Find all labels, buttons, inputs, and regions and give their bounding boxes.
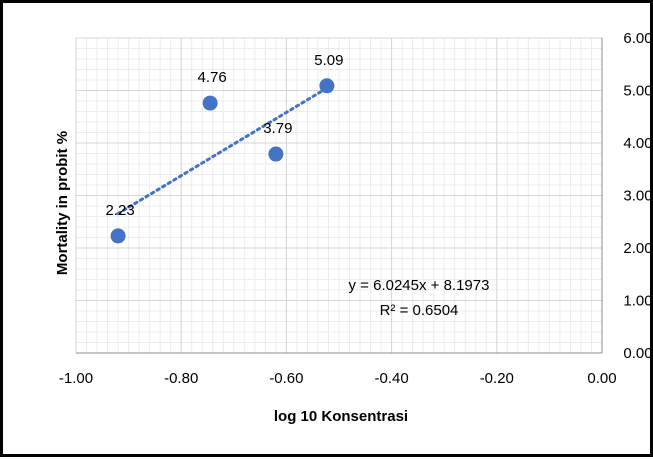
x-tick-label: -0.20: [480, 370, 514, 387]
axes: [76, 38, 603, 354]
trendline: [116, 86, 329, 216]
x-axis-label: log 10 Konsentrasi: [274, 408, 408, 425]
data-label: 3.79: [263, 120, 292, 137]
y-tick-label: 2.00: [623, 240, 650, 257]
scatter-chart: -1.00 -0.80 -0.60 -0.40 -0.20 0.00 0.00 1.00 2.0…: [54, 30, 653, 425]
y-tick-label: 3.00: [623, 188, 650, 205]
data-point: [110, 228, 126, 244]
data-label: 5.09: [314, 52, 343, 69]
data-labels: 2.23 4.76 3.79 5.09: [105, 52, 343, 219]
y-tick-label: 0.00: [623, 345, 650, 362]
data-point: [319, 78, 335, 94]
data-point: [202, 95, 218, 111]
data-label: 2.23: [105, 202, 134, 219]
x-tick-label: -0.40: [374, 370, 408, 387]
y-tick-label: 5.00: [623, 83, 650, 100]
y-tick-label: 4.00: [623, 135, 650, 152]
y-tick-label: 6.00: [623, 30, 650, 47]
data-label: 4.76: [198, 69, 227, 86]
x-tick-label: -1.00: [59, 370, 93, 387]
x-tick-label: -0.80: [164, 370, 198, 387]
tick-labels: -1.00 -0.80 -0.60 -0.40 -0.20 0.00 0.00 1.00 2.0…: [59, 30, 653, 387]
x-tick-label: 0.00: [587, 370, 616, 387]
trendline-group: [116, 86, 329, 216]
x-tick-label: -0.60: [269, 370, 303, 387]
y-tick-label: 1.00: [623, 293, 650, 310]
data-point: [268, 146, 284, 162]
y-axis-label: Mortality in probit %: [54, 131, 71, 275]
trendline-r-squared: R² = 0.6504: [380, 302, 459, 319]
data-points: [110, 78, 335, 244]
trendline-equation: y = 6.0245x + 8.1973: [349, 277, 490, 294]
